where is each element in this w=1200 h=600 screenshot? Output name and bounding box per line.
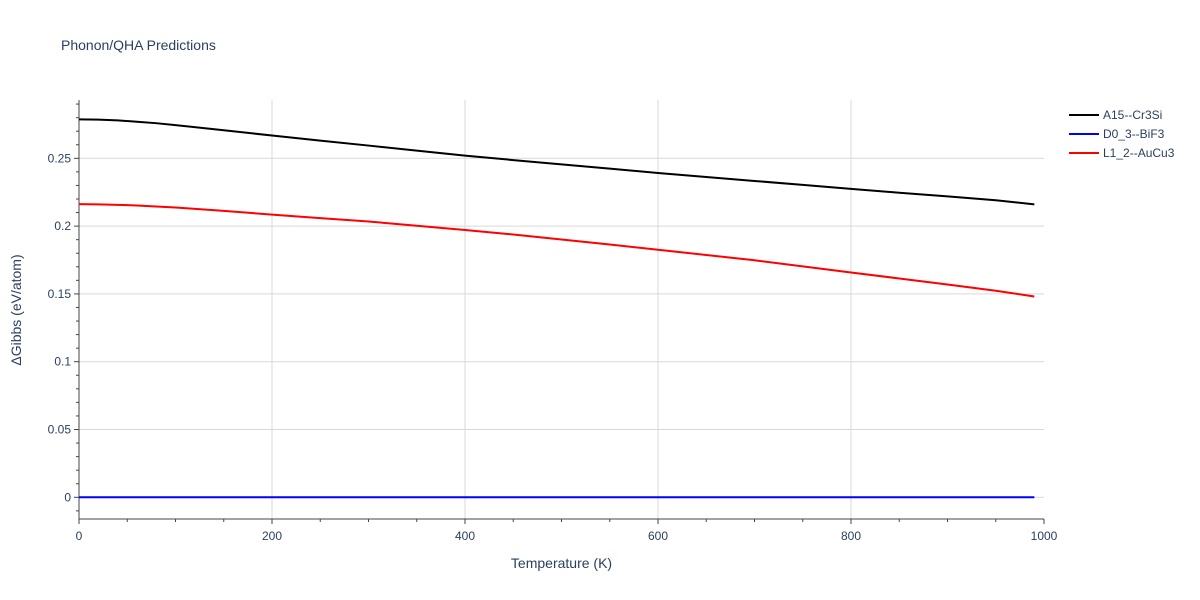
axes (78, 100, 1044, 520)
series-line (78, 118, 1035, 206)
legend: A15--Cr3Si D0_3--BiF3 L1_2--AuCu3 (1069, 108, 1175, 160)
y-tick-label: 0.05 (48, 423, 72, 437)
series-lines (78, 118, 1035, 499)
legend-label: D0_3--BiF3 (1103, 127, 1165, 141)
x-tick-label: 200 (262, 529, 282, 543)
x-tick-label: 1000 (1031, 529, 1058, 543)
x-tick-label: 800 (841, 529, 861, 543)
y-axis-title: ΔGibbs (eV/atom) (8, 254, 24, 365)
x-tick-label: 400 (455, 529, 475, 543)
y-tick-label: 0.15 (48, 287, 72, 301)
y-ticks: 0 0.05 0.1 0.15 0.2 0.25 (48, 103, 79, 512)
x-tick-label: 600 (648, 529, 668, 543)
chart-title: Phonon/QHA Predictions (61, 37, 216, 53)
legend-label: A15--Cr3Si (1103, 108, 1162, 122)
legend-label: L1_2--AuCu3 (1103, 146, 1175, 160)
x-axis-title: Temperature (K) (511, 555, 612, 571)
y-tick-label: 0.25 (48, 151, 72, 165)
y-tick-label: 0.1 (54, 355, 71, 369)
series-line (78, 203, 1035, 298)
grid (79, 100, 1044, 519)
y-tick-label: 0 (64, 490, 71, 504)
x-tick-label: 0 (76, 529, 83, 543)
y-tick-label: 0.2 (54, 219, 71, 233)
x-ticks: 0 200 400 600 800 1000 (76, 519, 1058, 543)
